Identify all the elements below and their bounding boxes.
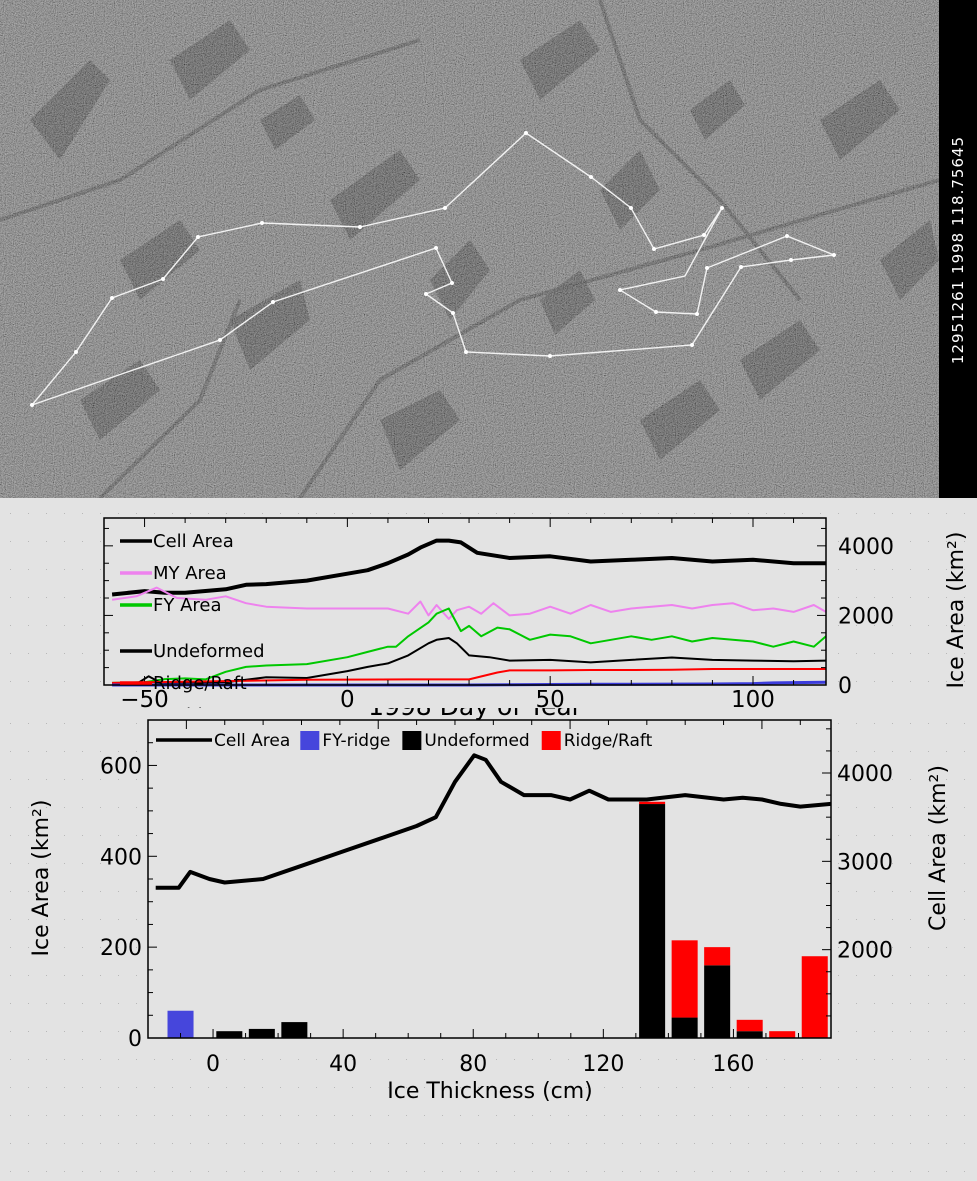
legend-label: FY Area [153, 595, 222, 616]
legend-swatch [300, 731, 320, 750]
bar-undeformed [281, 1022, 308, 1038]
x-tick-label: 80 [459, 1052, 487, 1077]
legend-label: MY Area [153, 563, 227, 584]
bar-ridge-raft [769, 1031, 796, 1038]
x-tick-label: 0 [206, 1052, 220, 1077]
y2-tick-label: 3000 [837, 850, 893, 875]
x-axis-label: Ice Thickness (cm) [387, 1079, 593, 1104]
bar-undeformed [248, 1028, 275, 1038]
x-tick-label: 40 [329, 1052, 357, 1077]
x-tick-label: 120 [582, 1052, 624, 1077]
bar-ridge-raft [671, 940, 698, 1018]
y-tick-label: 0 [128, 1027, 142, 1052]
image-info-bar [939, 0, 977, 498]
legend-label: Ridge/Raft [564, 731, 653, 751]
x-tick-label: 100 [731, 687, 775, 708]
legend-label: Cell Area [214, 731, 290, 751]
y-tick-label: 4000 [838, 535, 894, 560]
x-axis-label: 1998 Day of Year [368, 708, 583, 721]
y-axis-label: Ice Area (km²) [29, 800, 54, 957]
ice-thickness-histogram-chart: 1998 Day of Year04080120160−500501000200… [0, 680, 977, 1177]
cell-area-line [155, 753, 832, 890]
legend-label: Undeformed [153, 641, 265, 662]
y-tick-label: 2000 [838, 604, 894, 629]
series-line [112, 607, 827, 684]
bar-ridge-raft [704, 947, 731, 966]
legend-label: FY-ridge [322, 731, 390, 751]
bar-ridge-raft [736, 1019, 763, 1032]
y-tick-label: 200 [100, 936, 142, 961]
y-tick-label: 0 [838, 674, 852, 699]
series-line [112, 668, 826, 684]
bar-ridge-raft [639, 801, 666, 805]
legend-label: Ridge/Raft [153, 673, 247, 694]
plot-frame [103, 517, 827, 686]
legend-label: Undeformed [424, 731, 529, 751]
y-tick-label: 600 [100, 754, 142, 779]
thickness-plot: 1998 Day of Year04080120160−500501000200… [10, 680, 965, 1172]
bar-ridge-raft [801, 956, 828, 1038]
y-axis-label: Ice Area (km²) [944, 532, 969, 689]
series-line [111, 586, 827, 620]
legend-swatch [402, 731, 422, 750]
y2-axis-label: Cell Area (km²) [926, 765, 951, 931]
y2-tick-label: 4000 [837, 762, 893, 787]
bar-undeformed [216, 1031, 243, 1038]
sar-ice-image [0, 0, 940, 500]
legend-swatch [541, 731, 561, 750]
satellite-image [0, 0, 940, 500]
series-line [112, 637, 827, 685]
legend-label: Cell Area [153, 531, 234, 552]
x-tick-label: 160 [712, 1052, 754, 1077]
bar-undeformed [671, 1017, 698, 1038]
bar-undeformed [704, 965, 731, 1038]
image-info-label: 12951261 1998 118.75645 [949, 135, 967, 365]
x-tick-label: 50 [536, 687, 565, 708]
ice-area-timeseries-chart: −50 0 50 100 0 2000 4000 Cell Area MY Area FY Are… [0, 498, 977, 726]
bar-undeformed [736, 1031, 763, 1038]
x-tick-label: 0 [340, 687, 355, 708]
y2-tick-label: 2000 [837, 939, 893, 964]
y-tick-label: 400 [100, 845, 142, 870]
series-line [111, 538, 826, 597]
bar-undeformed [639, 804, 666, 1038]
